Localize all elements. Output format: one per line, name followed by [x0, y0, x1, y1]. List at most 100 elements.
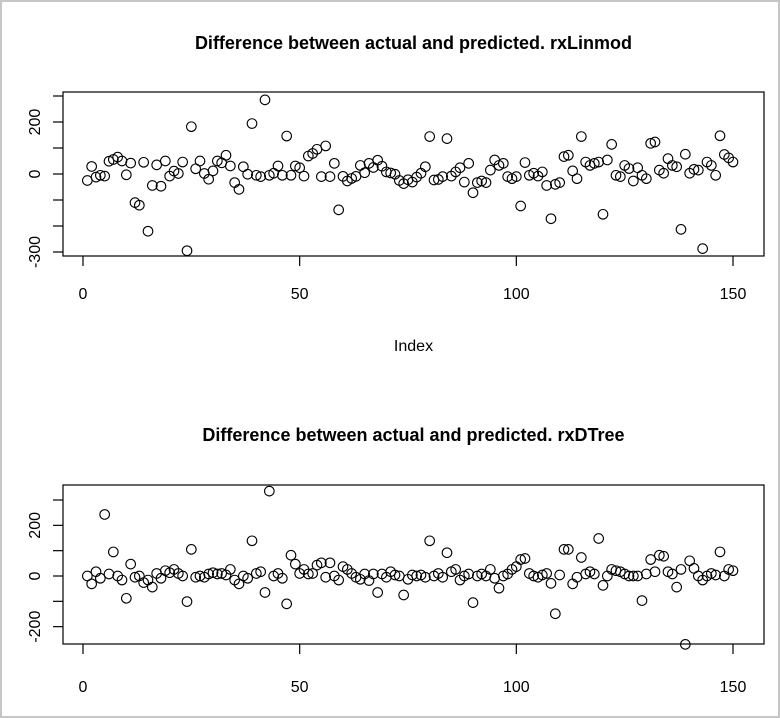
- plot1-title: Difference between actual and predicted.…: [194, 33, 633, 53]
- data-point-circle: [562, 149, 574, 161]
- data-point-circle: [285, 549, 297, 561]
- data-point-circle: [484, 164, 496, 176]
- data-point-circle: [320, 140, 332, 152]
- data-point-circle: [307, 568, 319, 579]
- y-tick-label: 0: [27, 571, 44, 580]
- data-point-circle: [493, 582, 505, 594]
- data-point-circle: [242, 572, 254, 584]
- data-point-circle: [94, 169, 106, 181]
- data-point-circle: [454, 162, 466, 174]
- data-point-circle: [679, 148, 691, 160]
- data-point-circle: [315, 171, 327, 182]
- data-point-circle: [289, 558, 301, 570]
- data-point-circle: [675, 224, 687, 235]
- data-point-circle: [497, 157, 509, 169]
- data-point-circle: [298, 170, 310, 182]
- data-point-circle: [571, 173, 583, 185]
- data-point-circle: [710, 169, 722, 181]
- data-point-circle: [467, 187, 479, 199]
- data-point-circle: [519, 553, 531, 564]
- data-point-circle: [697, 243, 709, 254]
- data-point-circle: [718, 570, 730, 582]
- data-point-circle: [623, 163, 635, 174]
- data-point-circle: [90, 566, 102, 578]
- data-point-circle: [666, 160, 678, 171]
- data-point-circle: [185, 544, 197, 555]
- data-point-circle: [263, 485, 275, 497]
- data-point-circle: [424, 535, 436, 547]
- data-point-circle: [125, 157, 137, 169]
- data-point-circle: [333, 574, 345, 586]
- data-point-circle: [389, 569, 401, 581]
- data-point-circle: [220, 149, 232, 161]
- data-point-circle: [151, 159, 163, 171]
- data-point-circle: [172, 168, 184, 179]
- data-point-circle: [203, 173, 215, 185]
- data-point-circle: [575, 552, 587, 563]
- data-point-circle: [593, 533, 605, 544]
- data-point-circle: [705, 568, 717, 579]
- data-point-circle: [233, 183, 245, 195]
- data-point-circle: [554, 569, 566, 581]
- data-point-circle: [558, 151, 570, 162]
- data-point-circle: [541, 180, 553, 191]
- data-point-circle: [437, 571, 449, 583]
- data-point-circle: [320, 571, 332, 583]
- data-point-circle: [658, 167, 670, 179]
- data-point-circle: [181, 245, 193, 257]
- data-point-circle: [588, 157, 600, 169]
- data-point-circle: [476, 175, 488, 187]
- data-point-circle: [519, 157, 531, 168]
- x-tick-label: 50: [291, 679, 309, 696]
- data-point-circle: [662, 153, 674, 165]
- data-point-circle: [623, 570, 635, 582]
- x-tick-label: 150: [720, 286, 747, 303]
- data-point-circle: [636, 595, 648, 606]
- data-point-circle: [645, 137, 657, 149]
- data-point-circle: [367, 568, 379, 580]
- data-point-circle: [645, 554, 657, 565]
- data-point-circle: [653, 549, 665, 561]
- data-point-circle: [99, 509, 111, 520]
- data-point-circle: [679, 639, 691, 650]
- data-point-circle: [138, 156, 150, 168]
- data-point-circle: [610, 169, 622, 181]
- data-point-circle: [558, 544, 570, 555]
- data-point-circle: [649, 566, 661, 578]
- data-point-circle: [649, 136, 661, 148]
- data-point-circle: [424, 131, 436, 142]
- data-point-circle: [224, 564, 236, 575]
- data-point-circle: [627, 570, 639, 582]
- data-point-circle: [255, 171, 267, 182]
- data-point-circle: [294, 162, 306, 174]
- data-point-circle: [545, 577, 557, 589]
- data-point-circle: [727, 565, 739, 577]
- data-point-circle: [601, 570, 613, 582]
- data-point-circle: [216, 568, 228, 579]
- data-point-circle: [246, 535, 258, 547]
- data-point-circle: [207, 567, 219, 579]
- x-tick-label: 50: [291, 286, 309, 303]
- x-tick-label: 100: [503, 679, 530, 696]
- plot-box: [62, 484, 765, 645]
- data-point-circle: [259, 94, 271, 106]
- data-point-circle: [471, 177, 483, 188]
- data-point-circle: [86, 578, 98, 590]
- data-point-circle: [597, 580, 609, 591]
- data-point-circle: [627, 175, 639, 187]
- data-point-circle: [441, 133, 453, 144]
- data-point-circle: [185, 121, 197, 133]
- data-point-circle: [710, 569, 722, 581]
- data-point-circle: [515, 554, 527, 565]
- data-point-circle: [302, 568, 314, 580]
- data-point-circle: [229, 177, 241, 188]
- data-point-circle: [675, 564, 687, 575]
- y-tick-label: 200: [27, 512, 44, 539]
- data-point-circle: [510, 171, 522, 182]
- data-point-circle: [159, 155, 171, 167]
- data-point-circle: [250, 169, 262, 181]
- data-point-circle: [714, 546, 726, 558]
- data-point-circle: [315, 557, 327, 569]
- data-point-circle: [688, 163, 700, 175]
